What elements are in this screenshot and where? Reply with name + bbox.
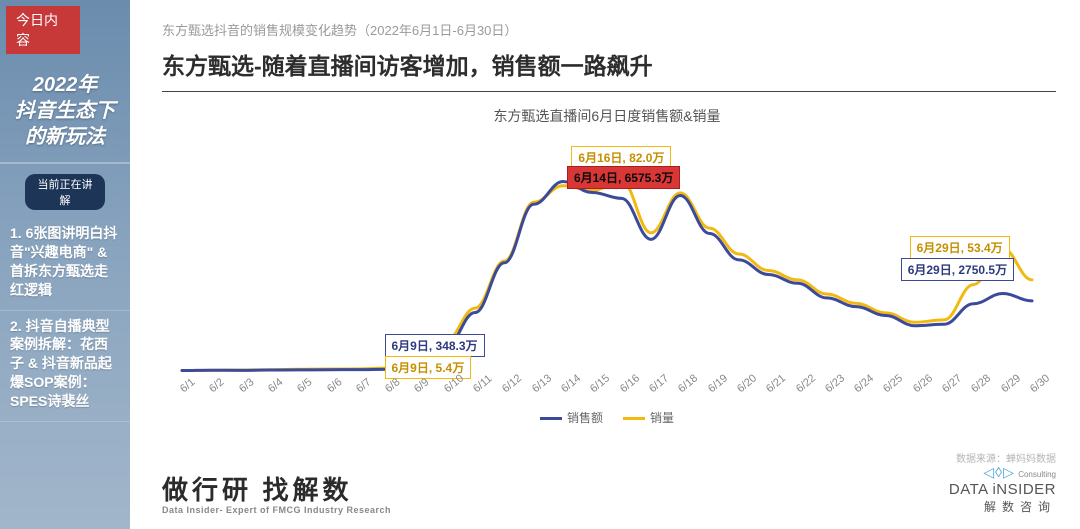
chart-callout: 6月14日, 6575.3万 [567,166,680,189]
sidebar-item-2[interactable]: 2. 抖音自播典型案例拆解：花西子 & 抖音新品起爆SOP案例：SPES诗裴丝 [0,311,130,422]
legend-sales: 销售额 [540,409,603,426]
sidebar-item-1[interactable]: 1. 6张图讲明白抖音"兴趣电商" & 首拆东方甄选走红逻辑 [0,218,130,311]
main-content: 东方甄选抖音的销售规模变化趋势（2022年6月1日-6月30日） 东方甄选-随着… [130,0,1080,529]
chart-callout: 6月29日, 2750.5万 [901,258,1014,281]
chart-area: 东方甄选直播间6月日度销售额&销量 6月16日, 82.0万6月14日, 657… [162,106,1052,426]
slide-subtitle: 东方甄选抖音的销售规模变化趋势（2022年6月1日-6月30日） [162,20,1056,39]
slide-title: 东方甄选-随着直播间访客增加，销售额一路飙升 [162,47,1056,92]
data-source: 数据来源：蝉妈妈数据 [956,450,1056,465]
brand-right: ◁◊▷ Consulting DATA iNSIDER 解数咨询 [949,464,1056,515]
chart-legend: 销售额 销量 [540,409,674,426]
legend-volume: 销量 [623,409,674,426]
footer: 做行研 找解数 Data Insider- Expert of FMCG Ind… [162,464,1056,515]
sidebar: 今日内容 2022年抖音生态下的新玩法 当前正在讲解 1. 6张图讲明白抖音"兴… [0,0,130,529]
sidebar-tag: 今日内容 [6,6,80,54]
x-axis-labels: 6/16/26/36/46/56/66/76/86/96/106/116/126… [162,386,1052,404]
sidebar-current-badge: 当前正在讲解 [25,174,105,210]
chart-callout: 6月9日, 348.3万 [385,334,485,357]
logo-icon: ◁◊▷ [983,464,1014,480]
brand-left: 做行研 找解数 Data Insider- Expert of FMCG Ind… [162,470,391,515]
sidebar-title: 2022年抖音生态下的新玩法 [0,54,130,164]
chart-title: 东方甄选直播间6月日度销售额&销量 [493,106,720,126]
chart-callout: 6月29日, 53.4万 [910,236,1010,259]
